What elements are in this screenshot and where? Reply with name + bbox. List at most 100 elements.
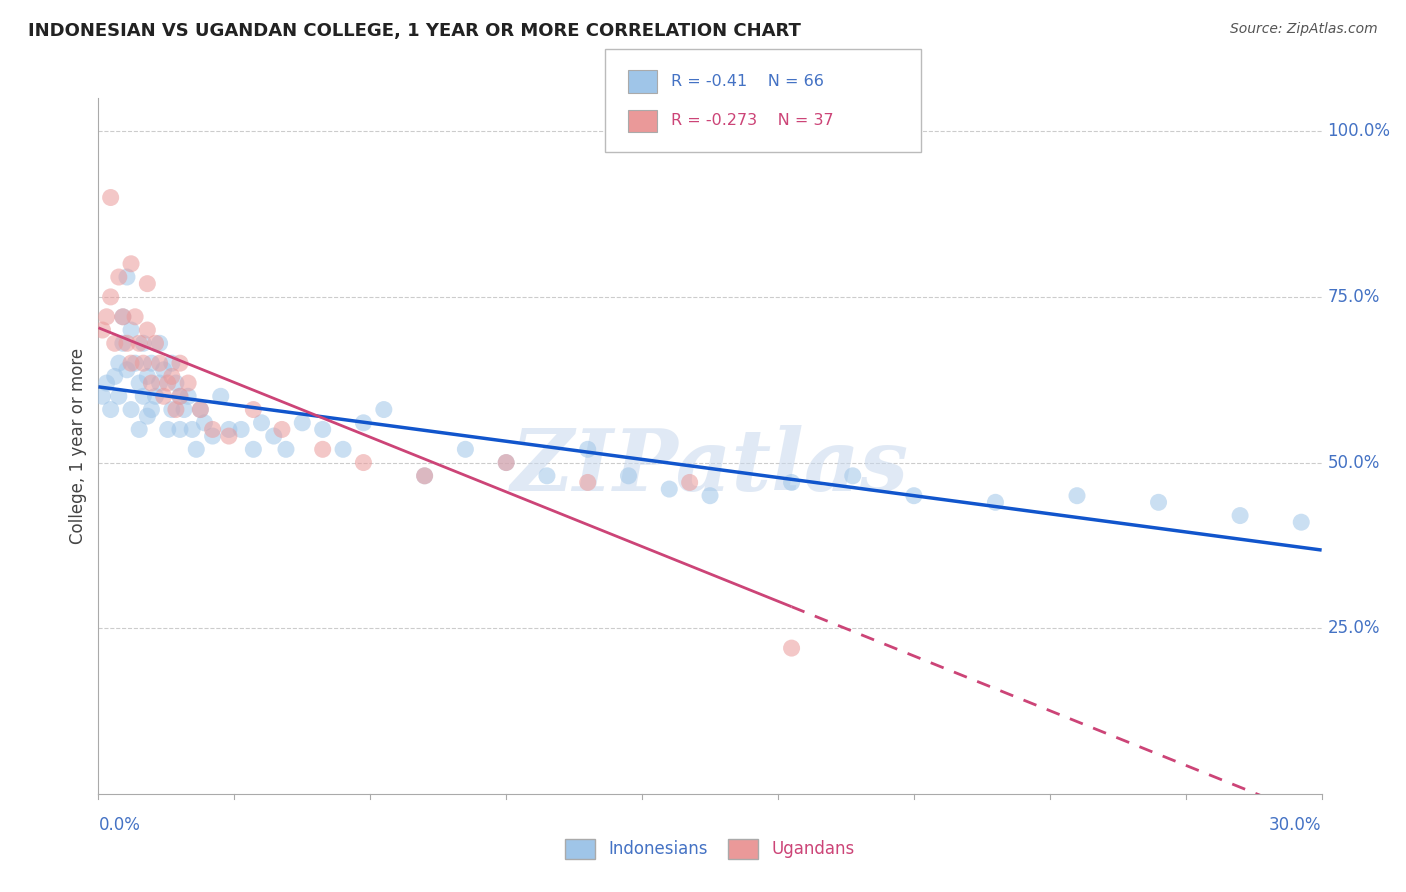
Point	[111, 336, 134, 351]
Point	[242, 442, 264, 457]
Text: Source: ZipAtlas.com: Source: ZipAtlas.com	[1230, 22, 1378, 37]
Point	[104, 369, 127, 384]
Point	[120, 356, 142, 370]
Point	[177, 376, 200, 390]
Point	[120, 402, 142, 417]
Point	[201, 422, 224, 436]
Y-axis label: College, 1 year or more: College, 1 year or more	[69, 348, 87, 544]
Point	[128, 376, 150, 390]
Point	[141, 402, 163, 417]
Point	[136, 369, 159, 384]
Point	[115, 363, 138, 377]
Point	[100, 190, 122, 204]
Point	[108, 356, 131, 370]
Point	[218, 422, 240, 436]
Point	[152, 389, 174, 403]
Point	[218, 429, 240, 443]
Point	[115, 270, 138, 285]
Point	[1229, 508, 1251, 523]
Point	[312, 422, 335, 436]
Legend: Indonesians, Ugandans: Indonesians, Ugandans	[558, 832, 862, 865]
Point	[193, 416, 215, 430]
Point	[149, 376, 172, 390]
Point	[841, 468, 863, 483]
Point	[91, 389, 114, 403]
Point	[312, 442, 335, 457]
Point	[108, 270, 131, 285]
Point	[231, 422, 253, 436]
Point	[149, 336, 172, 351]
Point	[160, 402, 183, 417]
Point	[270, 422, 294, 436]
Point	[120, 323, 142, 337]
Point	[699, 489, 721, 503]
Point	[156, 376, 179, 390]
Point	[145, 336, 167, 351]
Point	[1291, 515, 1313, 529]
Point	[177, 389, 200, 403]
Point	[160, 356, 183, 370]
Point	[536, 468, 558, 483]
Point	[165, 376, 187, 390]
Point	[413, 468, 436, 483]
Point	[120, 257, 142, 271]
Point	[332, 442, 354, 457]
Point	[181, 422, 204, 436]
Point	[96, 310, 118, 324]
Point	[617, 468, 640, 483]
Point	[903, 489, 925, 503]
Point	[124, 356, 146, 370]
Point	[124, 310, 146, 324]
Point	[984, 495, 1007, 509]
Point	[454, 442, 477, 457]
Point	[132, 389, 155, 403]
Point	[188, 402, 212, 417]
Text: 75.0%: 75.0%	[1327, 288, 1379, 306]
Text: 25.0%: 25.0%	[1327, 619, 1379, 637]
Point	[186, 442, 208, 457]
Text: R = -0.41    N = 66: R = -0.41 N = 66	[671, 74, 824, 89]
Point	[156, 422, 179, 436]
Point	[1066, 489, 1088, 503]
Point	[780, 641, 803, 656]
Point	[169, 356, 191, 370]
Point	[352, 456, 374, 470]
Point	[576, 475, 599, 490]
Point	[128, 336, 150, 351]
Text: 50.0%: 50.0%	[1327, 453, 1379, 472]
Point	[576, 442, 599, 457]
Point	[169, 422, 191, 436]
Point	[132, 356, 155, 370]
Point	[141, 356, 163, 370]
Point	[242, 402, 264, 417]
Point	[169, 389, 191, 403]
Point	[115, 336, 138, 351]
Text: 30.0%: 30.0%	[1270, 816, 1322, 834]
Text: INDONESIAN VS UGANDAN COLLEGE, 1 YEAR OR MORE CORRELATION CHART: INDONESIAN VS UGANDAN COLLEGE, 1 YEAR OR…	[28, 22, 801, 40]
Point	[169, 389, 191, 403]
Point	[1147, 495, 1170, 509]
Point	[263, 429, 285, 443]
Point	[136, 323, 159, 337]
Point	[111, 310, 134, 324]
Text: R = -0.273    N = 37: R = -0.273 N = 37	[671, 113, 834, 128]
Point	[145, 389, 167, 403]
Point	[373, 402, 395, 417]
Point	[780, 475, 803, 490]
Point	[136, 277, 159, 291]
Point	[111, 310, 134, 324]
Point	[274, 442, 297, 457]
Point	[132, 336, 155, 351]
Point	[165, 402, 187, 417]
Point	[209, 389, 232, 403]
Point	[136, 409, 159, 424]
Point	[188, 402, 212, 417]
Point	[413, 468, 436, 483]
Point	[495, 456, 517, 470]
Point	[96, 376, 118, 390]
Point	[100, 402, 122, 417]
Point	[173, 402, 195, 417]
Point	[291, 416, 314, 430]
Point	[149, 356, 172, 370]
Text: ZIPatlas: ZIPatlas	[510, 425, 910, 508]
